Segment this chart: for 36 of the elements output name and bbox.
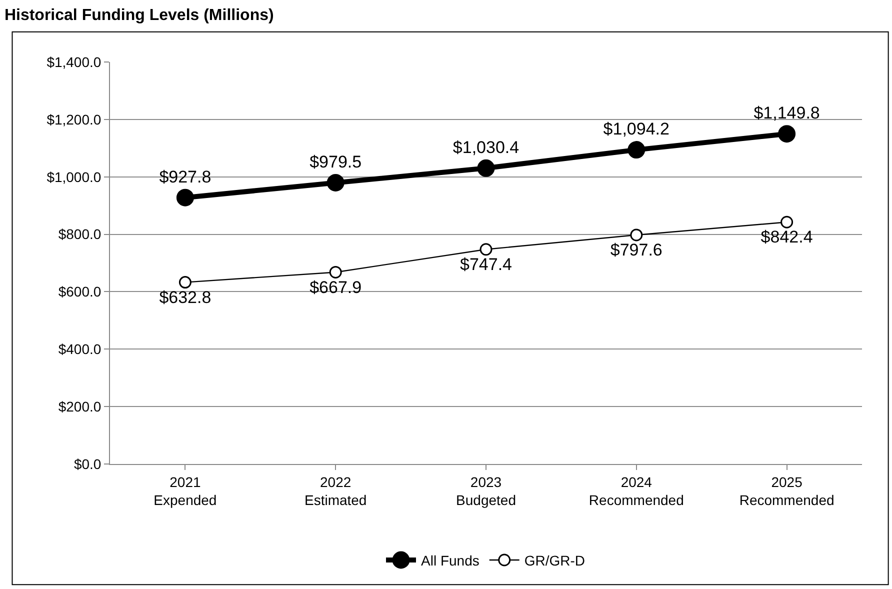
data-label: $747.4 [460,255,512,274]
x-tick-label: 2023 Budgeted [456,474,516,508]
x-tick-label: 2021 Expended [154,474,217,508]
y-tick-label: $1,200.0 [46,111,102,128]
point [778,125,796,143]
y-tick-label: $1,400.0 [46,54,102,70]
point [628,141,646,159]
y-tick-label: $600.0 [58,284,102,300]
legend-label: All Funds [421,552,480,568]
data-label: $667.9 [310,278,362,297]
data-label: $979.5 [310,152,362,172]
x-tick-label: 2024 Recommended [588,474,684,508]
point [477,159,495,177]
data-label: $1,030.4 [452,138,520,157]
x-tick-label: 2025 Recommended [739,474,834,508]
data-label: $842.4 [760,228,813,247]
y-tick-label: $200.0 [58,398,102,414]
y-tick-label: $800.0 [58,226,102,242]
data-label: $797.6 [610,240,662,260]
x-tick-label: 2022 Estimated [304,474,367,508]
y-tick-label: $0.0 [74,456,102,472]
point [329,266,342,278]
y-tick-label: $1,000.0 [46,168,102,185]
point [176,188,194,206]
data-label: $1,149.8 [754,104,820,123]
data-label: $927.8 [159,167,212,186]
legend-label: GR/GR-D [524,552,586,568]
point [178,276,192,289]
point [780,216,794,228]
y-tick-label: $400.0 [58,341,102,358]
point [480,243,492,256]
data-label: $632.8 [159,288,212,307]
point [326,174,344,192]
data-label: $1,094.2 [603,120,670,139]
point [630,228,643,242]
chart-title: Historical Funding Levels (Millions) [4,7,274,24]
